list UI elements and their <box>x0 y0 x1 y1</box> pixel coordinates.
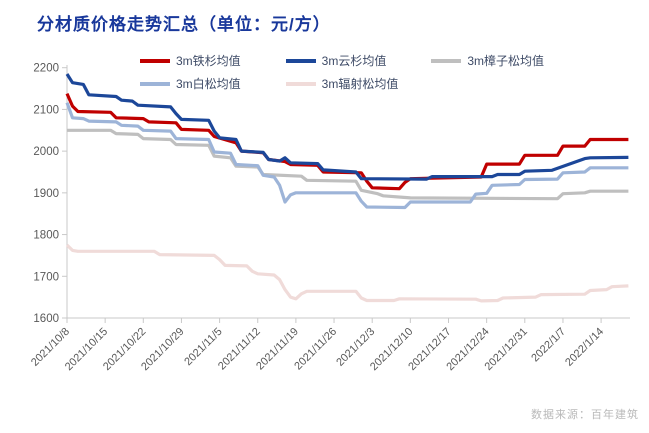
legend-row: 3m铁杉均值 3m云杉均值 3m樟子松均值 <box>140 49 544 72</box>
legend-item-1: 3m铁杉均值 <box>140 52 241 69</box>
y-axis-tick-label: 2100 <box>33 104 59 116</box>
legend-item-5: 3m辐射松均值 <box>285 75 399 92</box>
legend-label: 3m辐射松均值 <box>321 77 399 91</box>
series-line-3 <box>67 128 629 201</box>
legend-item-2: 3m云杉均值 <box>285 52 387 69</box>
legend-line-swatch <box>140 81 170 86</box>
legend-line-swatch <box>285 81 316 86</box>
legend-line-swatch <box>140 58 170 63</box>
y-axis-tick-label: 1700 <box>33 271 59 283</box>
legend-item-3: 3m樟子松均值 <box>431 52 544 69</box>
legend-label: 3m樟子松均值 <box>467 54 545 68</box>
legend-item-4: 3m白松均值 <box>140 75 241 92</box>
x-axis-tick-label: 2022/1/14 <box>563 326 606 369</box>
chart-title: 分材质价格走势汇总（单位：元/方） <box>37 15 331 34</box>
y-axis-tick-label: 1800 <box>33 230 59 242</box>
series-line-4 <box>65 102 629 210</box>
legend-label: 3m云杉均值 <box>321 54 387 68</box>
data-source-watermark: 数据来源：百年建筑 <box>531 409 639 421</box>
chart-legend: 3m铁杉均值 3m云杉均值 3m樟子松均值 3m白松均值 3m辐射松均值 <box>140 49 544 95</box>
legend-line-swatch <box>285 58 316 63</box>
series-line-2 <box>65 73 629 181</box>
legend-label: 3m铁杉均值 <box>176 54 241 68</box>
y-axis-tick-label: 2200 <box>33 63 59 75</box>
x-axis-tick-label: 2022/1/7 <box>529 326 568 365</box>
legend-label: 3m白松均值 <box>176 77 241 91</box>
y-axis-tick-label: 1900 <box>33 188 59 200</box>
y-axis-tick-label: 2000 <box>33 146 59 158</box>
series-line-1 <box>65 92 629 191</box>
y-axis-tick-label: 1600 <box>33 313 59 325</box>
series-line-5 <box>65 243 629 303</box>
legend-row: 3m白松均值 3m辐射松均值 <box>140 72 544 95</box>
legend-line-swatch <box>431 58 462 63</box>
